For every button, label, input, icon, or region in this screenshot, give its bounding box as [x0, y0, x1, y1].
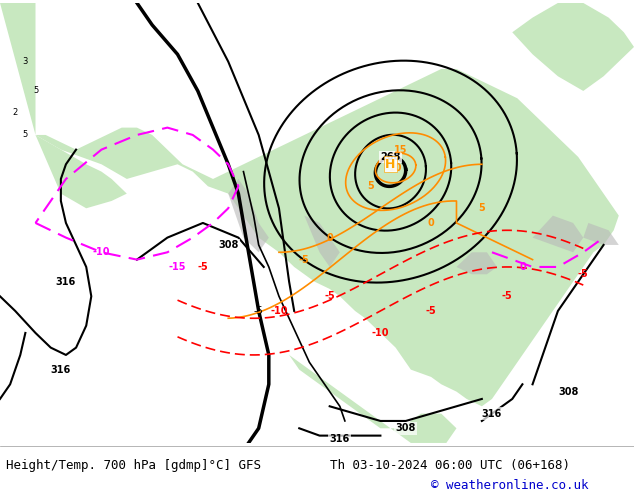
- Text: 5: 5: [33, 86, 38, 96]
- Text: 5: 5: [23, 130, 28, 140]
- Text: -5: -5: [254, 306, 264, 316]
- Text: 0: 0: [428, 218, 434, 228]
- Text: 308: 308: [396, 423, 416, 433]
- Text: -5: -5: [426, 306, 436, 316]
- Text: 316: 316: [51, 365, 71, 375]
- Polygon shape: [304, 216, 340, 267]
- Text: 316: 316: [56, 277, 76, 287]
- Text: 5: 5: [479, 203, 485, 213]
- Text: 10: 10: [389, 163, 403, 173]
- Polygon shape: [533, 216, 583, 252]
- Polygon shape: [228, 179, 269, 252]
- Polygon shape: [36, 135, 127, 208]
- Text: -10: -10: [93, 247, 110, 257]
- Text: 0: 0: [327, 233, 333, 243]
- Text: 3: 3: [23, 57, 28, 66]
- Text: 15: 15: [394, 145, 408, 155]
- Polygon shape: [583, 223, 619, 245]
- Text: 2: 2: [13, 108, 18, 118]
- Text: -5: -5: [578, 270, 588, 279]
- Text: 268: 268: [380, 152, 401, 162]
- Text: Th 03-10-2024 06:00 UTC (06+168): Th 03-10-2024 06:00 UTC (06+168): [330, 459, 570, 472]
- Text: 316: 316: [482, 409, 502, 418]
- Polygon shape: [0, 3, 634, 406]
- Text: -5: -5: [325, 291, 335, 301]
- Polygon shape: [512, 3, 634, 91]
- Text: © weatheronline.co.uk: © weatheronline.co.uk: [431, 479, 588, 490]
- Text: 5: 5: [367, 181, 373, 191]
- Text: -10: -10: [372, 328, 389, 338]
- Text: H: H: [385, 158, 396, 171]
- Text: 308: 308: [218, 240, 238, 250]
- Text: -5: -5: [198, 262, 208, 272]
- Text: 316: 316: [330, 434, 350, 444]
- Text: -10: -10: [270, 306, 288, 316]
- Text: Height/Temp. 700 hPa [gdmp]°C] GFS: Height/Temp. 700 hPa [gdmp]°C] GFS: [6, 459, 261, 472]
- Text: 308: 308: [558, 387, 578, 396]
- Text: -5: -5: [299, 255, 309, 265]
- Polygon shape: [289, 355, 456, 443]
- Text: -5: -5: [502, 291, 512, 301]
- Text: 0: 0: [519, 262, 526, 272]
- Polygon shape: [456, 252, 497, 274]
- Text: -15: -15: [169, 262, 186, 272]
